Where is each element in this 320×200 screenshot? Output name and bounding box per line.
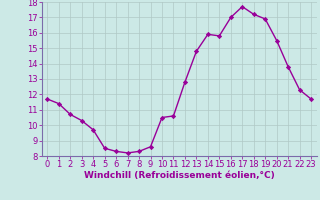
X-axis label: Windchill (Refroidissement éolien,°C): Windchill (Refroidissement éolien,°C)	[84, 171, 275, 180]
